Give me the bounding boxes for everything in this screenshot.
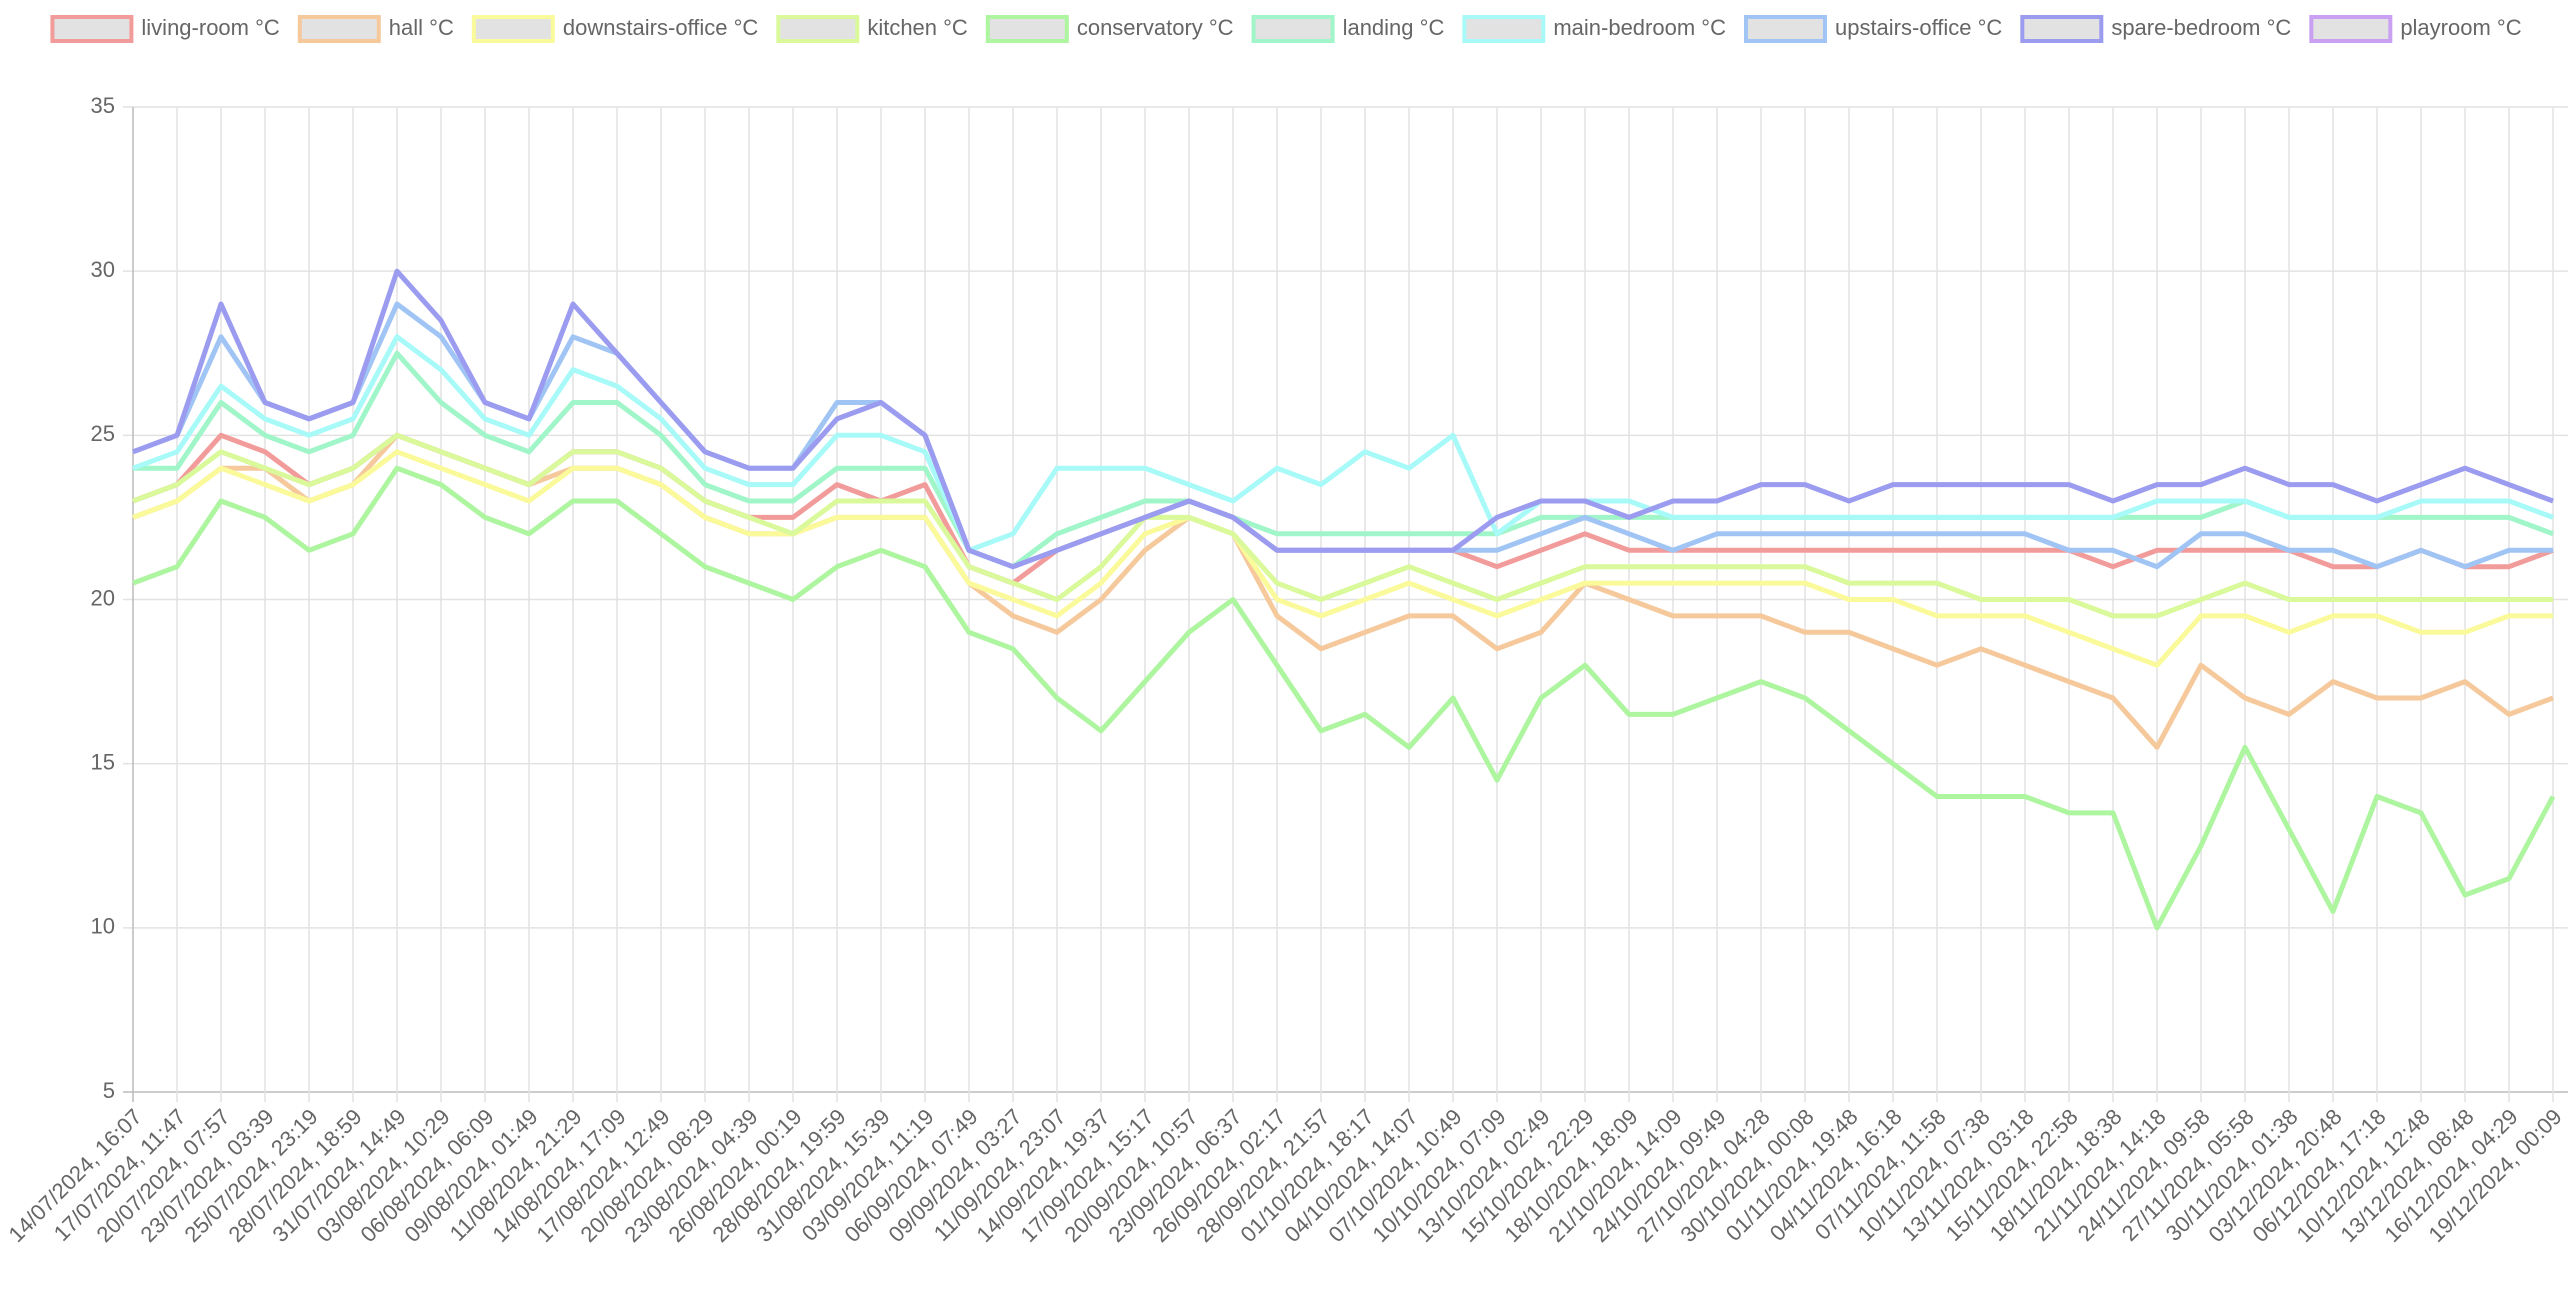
- legend-swatch: [1462, 15, 1546, 43]
- series-line: [132, 334, 2554, 553]
- legend-label: main-bedroom °C: [1553, 15, 1726, 40]
- legend-item[interactable]: spare-bedroom °C: [2020, 15, 2291, 43]
- y-tick-label: 20: [91, 585, 115, 610]
- series-line-group: [132, 449, 2553, 668]
- y-tick-label: 25: [91, 421, 115, 446]
- y-tick-label: 15: [91, 749, 115, 774]
- series-line-group: [132, 334, 2554, 553]
- legend-swatch: [2020, 15, 2104, 43]
- y-tick-label: 10: [91, 914, 115, 939]
- legend-label: conservatory °C: [1077, 15, 1234, 40]
- y-tick-label: 30: [91, 257, 115, 282]
- legend-label: kitchen °C: [867, 15, 968, 40]
- legend-swatch: [985, 15, 1069, 43]
- legend-swatch: [776, 15, 860, 43]
- legend-label: upstairs-office °C: [1835, 15, 2002, 40]
- legend-swatch: [471, 15, 555, 43]
- legend-swatch: [2309, 15, 2393, 43]
- legend-label: hall °C: [389, 15, 454, 40]
- legend-item[interactable]: playroom °C: [2309, 15, 2522, 43]
- legend-item[interactable]: kitchen °C: [776, 15, 968, 43]
- legend-label: spare-bedroom °C: [2111, 15, 2291, 40]
- legend-swatch: [1743, 15, 1827, 43]
- series-line-group: [132, 268, 2554, 570]
- legend-label: landing °C: [1343, 15, 1445, 40]
- y-tick-label: 5: [103, 1078, 115, 1103]
- legend-label: downstairs-office °C: [563, 15, 759, 40]
- series-line: [132, 449, 2553, 668]
- legend-swatch: [1251, 15, 1335, 43]
- legend-item[interactable]: main-bedroom °C: [1462, 15, 1726, 43]
- legend-item[interactable]: downstairs-office °C: [471, 15, 759, 43]
- series-line-group: [132, 432, 2554, 586]
- series-line: [133, 350, 2554, 570]
- series-line: [132, 432, 2553, 619]
- legend-label: playroom °C: [2400, 15, 2521, 40]
- legend-item[interactable]: conservatory °C: [985, 15, 1234, 43]
- legend-item[interactable]: landing °C: [1251, 15, 1445, 43]
- series-line-group: [132, 465, 2556, 931]
- legend-item[interactable]: hall °C: [297, 15, 454, 43]
- legend-item[interactable]: upstairs-office °C: [1743, 15, 2002, 43]
- series-line: [132, 465, 2556, 931]
- legend-item[interactable]: living-room °C: [50, 15, 280, 43]
- series-line-group: [132, 432, 2553, 619]
- legend-swatch: [50, 15, 134, 43]
- legend-swatch: [297, 15, 381, 43]
- series-line-group: [133, 350, 2554, 570]
- series-line: [132, 432, 2554, 586]
- series-line: [132, 268, 2554, 570]
- y-tick-label: 35: [91, 93, 115, 118]
- legend-label: living-room °C: [141, 15, 279, 40]
